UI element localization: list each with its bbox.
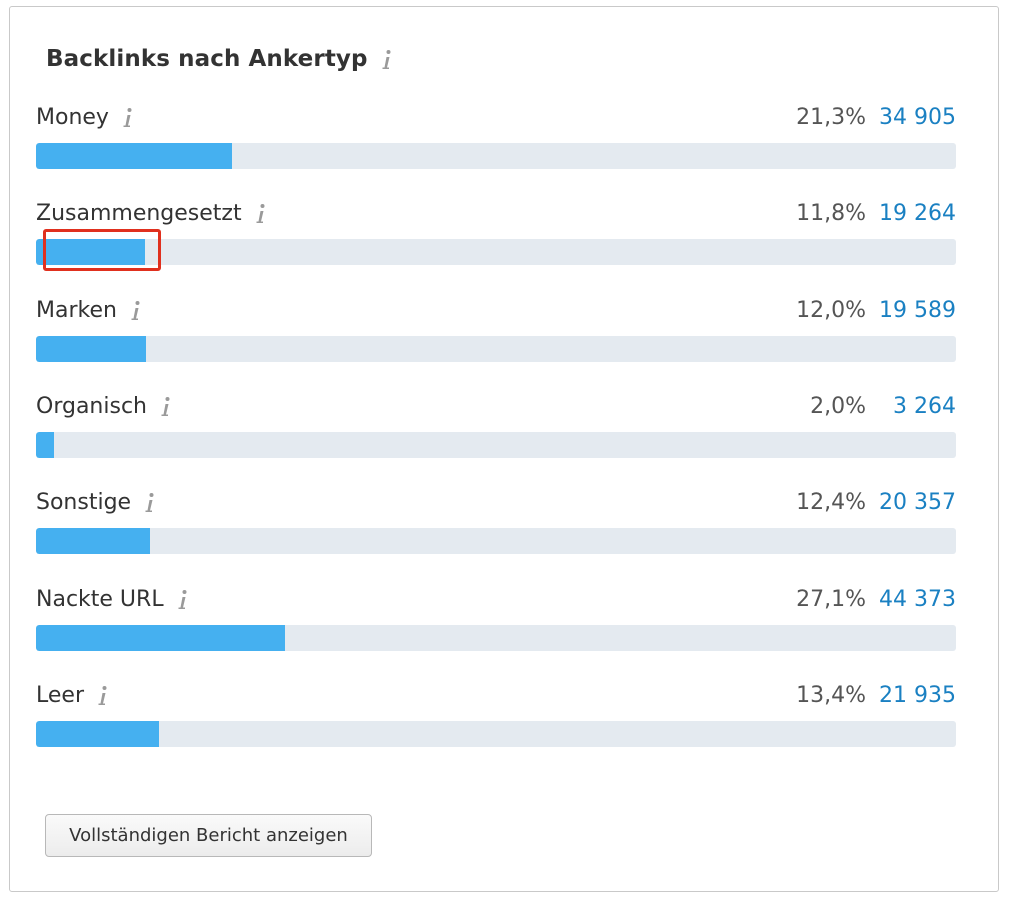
- anchor-type-label: Marken: [36, 297, 117, 323]
- anchor-type-header: Nackte URL: [36, 582, 956, 616]
- progress-track: [36, 239, 956, 265]
- info-icon[interactable]: [254, 203, 268, 225]
- anchor-type-label: Sonstige: [36, 489, 132, 515]
- widget-header: Backlinks nach Ankertyp: [46, 41, 394, 77]
- anchor-type-row: Zusammengesetzt 11,8% 19 264: [36, 196, 956, 268]
- anchor-type-count-link[interactable]: 20 357: [879, 489, 956, 515]
- anchor-type-stats: 12,4% 20 357: [776, 485, 956, 519]
- anchor-type-header: Organisch: [36, 389, 956, 423]
- info-icon[interactable]: [380, 49, 394, 71]
- progress-fill: [36, 625, 285, 651]
- anchor-type-label: Nackte URL: [36, 586, 164, 612]
- anchor-type-percent: 12,4%: [796, 489, 866, 515]
- progress-fill: [36, 143, 232, 169]
- progress-track: [36, 721, 956, 747]
- anchor-type-row: Organisch 2,0% 3 264: [36, 389, 956, 461]
- progress-track: [36, 625, 956, 651]
- progress-fill: [36, 239, 145, 265]
- widget-title: Backlinks nach Ankertyp: [46, 46, 368, 72]
- anchor-type-label: Zusammengesetzt: [36, 200, 242, 226]
- anchor-type-row: Nackte URL 27,1% 44 373: [36, 582, 956, 654]
- anchor-type-label: Money: [36, 104, 109, 130]
- anchor-type-row: Marken 12,0% 19 589: [36, 293, 956, 365]
- info-icon[interactable]: [159, 396, 173, 418]
- anchor-type-label: Organisch: [36, 393, 147, 419]
- anchor-type-count-link[interactable]: 34 905: [879, 104, 956, 130]
- progress-track: [36, 528, 956, 554]
- anchor-type-row: Leer 13,4% 21 935: [36, 678, 956, 750]
- anchor-type-label: Leer: [36, 682, 84, 708]
- progress-fill: [36, 528, 150, 554]
- anchor-type-stats: 13,4% 21 935: [776, 678, 956, 712]
- anchor-type-stats: 11,8% 19 264: [776, 196, 956, 230]
- anchor-type-header: Marken: [36, 293, 956, 327]
- info-icon[interactable]: [96, 685, 110, 707]
- anchor-type-header: Money: [36, 100, 956, 134]
- progress-track: [36, 143, 956, 169]
- progress-track: [36, 432, 956, 458]
- anchor-type-count-link[interactable]: 44 373: [879, 586, 956, 612]
- anchor-type-stats: 12,0% 19 589: [776, 293, 956, 327]
- info-icon[interactable]: [176, 589, 190, 611]
- info-icon[interactable]: [129, 300, 143, 322]
- view-full-report-button[interactable]: Vollständigen Bericht anzeigen: [45, 814, 372, 857]
- anchor-type-percent: 12,0%: [796, 297, 866, 323]
- progress-fill: [36, 432, 54, 458]
- anchor-type-row: Money 21,3% 34 905: [36, 100, 956, 172]
- anchor-type-row: Sonstige 12,4% 20 357: [36, 485, 956, 557]
- anchor-type-header: Sonstige: [36, 485, 956, 519]
- progress-fill: [36, 721, 159, 747]
- anchor-type-percent: 21,3%: [796, 104, 866, 130]
- info-icon[interactable]: [121, 107, 135, 129]
- anchor-type-count-link[interactable]: 19 264: [879, 200, 956, 226]
- anchor-type-count-link[interactable]: 19 589: [879, 297, 956, 323]
- anchor-type-percent: 11,8%: [796, 200, 866, 226]
- info-icon[interactable]: [143, 492, 157, 514]
- progress-track: [36, 336, 956, 362]
- anchor-type-stats: 27,1% 44 373: [776, 582, 956, 616]
- anchor-type-count-link[interactable]: 3 264: [893, 393, 956, 419]
- anchor-type-stats: 2,0% 3 264: [776, 389, 956, 423]
- anchor-type-header: Leer: [36, 678, 956, 712]
- anchor-type-percent: 27,1%: [796, 586, 866, 612]
- progress-fill: [36, 336, 146, 362]
- anchor-type-percent: 2,0%: [810, 393, 866, 419]
- anchor-type-count-link[interactable]: 21 935: [879, 682, 956, 708]
- anchor-type-header: Zusammengesetzt: [36, 196, 956, 230]
- anchor-type-stats: 21,3% 34 905: [776, 100, 956, 134]
- anchor-type-percent: 13,4%: [796, 682, 866, 708]
